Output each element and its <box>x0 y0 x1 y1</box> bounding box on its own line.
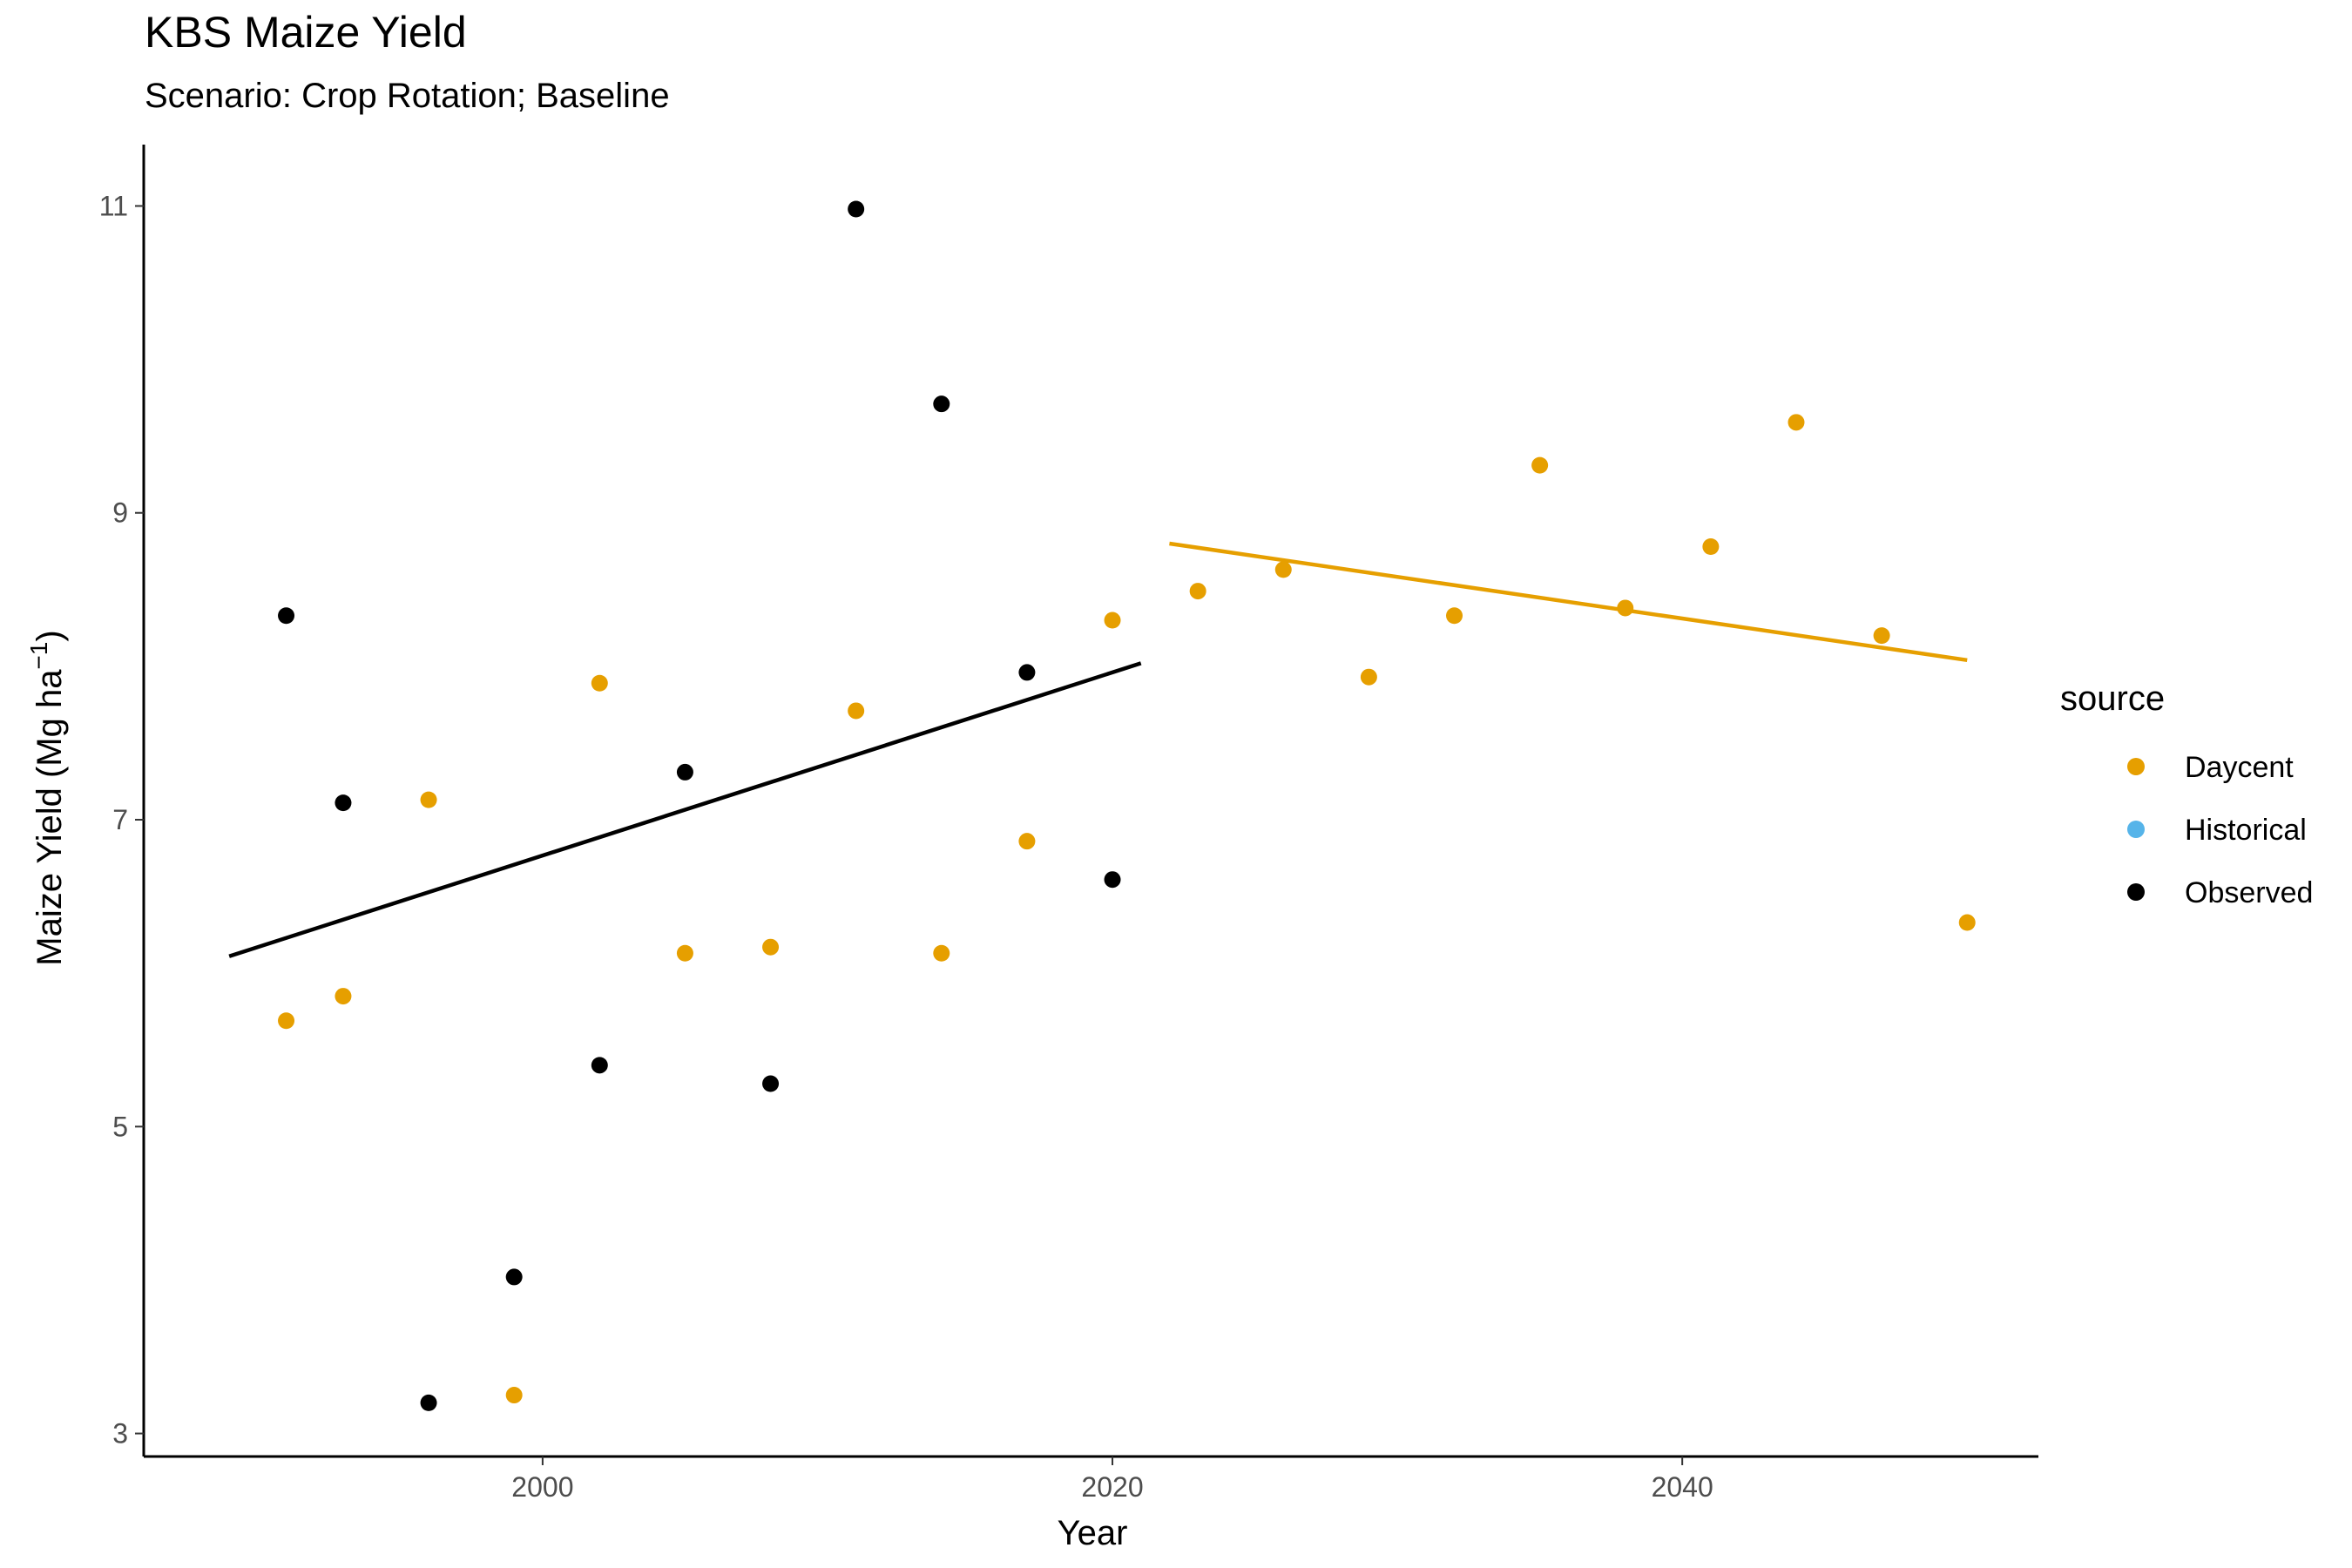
daycent-point <box>1274 561 1292 578</box>
daycent-point <box>335 988 352 1005</box>
y-tick-label: 9 <box>112 497 128 529</box>
y-tick-label: 7 <box>112 804 128 835</box>
y-axis-title-text: Maize Yield (Mg ha <box>30 669 69 966</box>
daycent-point <box>1873 627 1890 645</box>
y-axis-title-superscript: −1 <box>25 642 52 670</box>
daycent-point <box>933 944 950 962</box>
y-tick-label: 3 <box>112 1418 128 1450</box>
daycent-point <box>505 1387 523 1404</box>
x-tick-label: 2000 <box>511 1471 573 1503</box>
legend-label-daycent: Daycent <box>2185 751 2294 784</box>
chart-title: KBS Maize Yield <box>145 8 467 57</box>
daycent-point <box>762 938 780 956</box>
x-tick-label: 2020 <box>1081 1471 1143 1503</box>
x-axis-title: Year <box>1058 1514 1128 1552</box>
daycent-point <box>1531 456 1549 474</box>
daycent-point <box>1018 833 1036 850</box>
y-tick-label: 11 <box>99 190 128 221</box>
daycent-point <box>1104 612 1121 629</box>
legend-key-historical <box>2127 821 2145 838</box>
y-axis-title: Maize Yield (Mg ha−1) <box>25 630 69 965</box>
daycent-point <box>1702 537 1720 555</box>
x-axis-ticks: 2000 2020 2040 <box>511 1456 1713 1503</box>
legend-title: source <box>2060 679 2165 718</box>
observed-point <box>676 763 693 781</box>
observed-point <box>420 1394 437 1411</box>
daycent-point <box>848 702 865 720</box>
trend-lines <box>228 541 1968 958</box>
daycent-point <box>1360 668 1377 686</box>
y-axis-title-close: ) <box>30 630 69 641</box>
daycent-point <box>1189 583 1206 600</box>
daycent-point <box>1617 599 1634 617</box>
daycent-point <box>1788 414 1805 431</box>
daycent-point <box>1958 914 1976 931</box>
daycent-trend-line <box>1169 541 1968 663</box>
y-tick-label: 5 <box>112 1111 128 1142</box>
observed-point <box>933 395 950 413</box>
observed-point <box>762 1075 780 1092</box>
legend-label-historical: Historical <box>2185 814 2307 847</box>
data-points <box>278 200 1976 1411</box>
legend: source Daycent Historical Observed <box>2060 679 2313 909</box>
legend-label-observed: Observed <box>2185 876 2313 909</box>
observed-point <box>505 1268 523 1286</box>
daycent-point <box>278 1012 295 1030</box>
observed-point <box>1104 871 1121 889</box>
observed-point <box>278 607 295 625</box>
legend-key-observed <box>2127 883 2145 901</box>
daycent-point <box>676 944 693 962</box>
observed-point <box>1018 664 1036 681</box>
chart-subtitle: Scenario: Crop Rotation; Baseline <box>145 77 670 115</box>
x-tick-label: 2040 <box>1652 1471 1713 1503</box>
legend-key-daycent <box>2127 758 2145 775</box>
observed-point <box>335 794 352 812</box>
daycent-point <box>1446 607 1463 625</box>
observed-point <box>848 200 865 218</box>
daycent-point <box>591 674 608 692</box>
observed-trend-line <box>228 661 1142 958</box>
observed-point <box>591 1057 608 1074</box>
y-axis-ticks: 3 5 7 9 11 <box>99 190 144 1450</box>
daycent-point <box>420 791 437 808</box>
